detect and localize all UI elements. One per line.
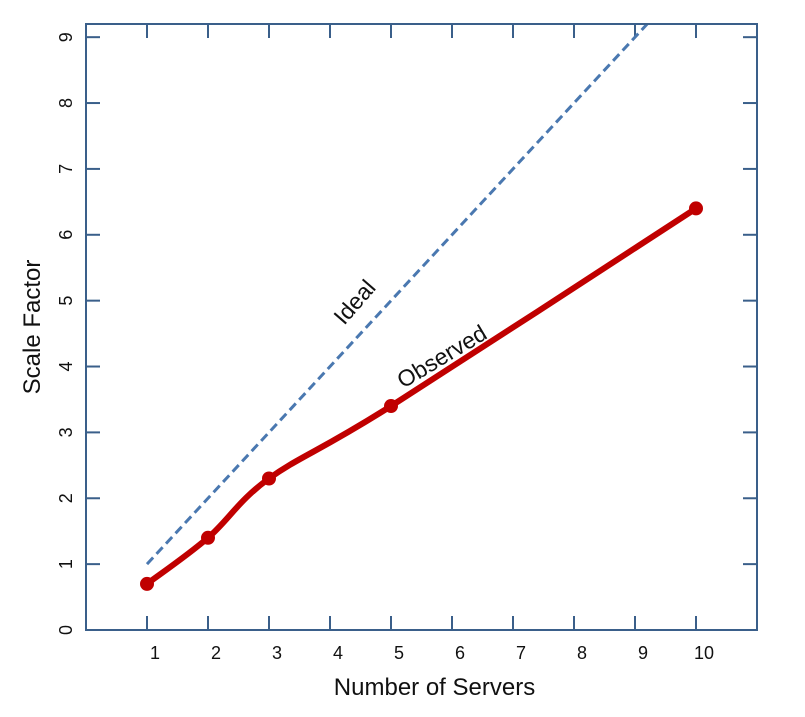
x-tick-label: 2 bbox=[211, 643, 221, 663]
y-tick-label: 9 bbox=[56, 32, 76, 42]
x-tick-label: 1 bbox=[150, 643, 160, 663]
y-axis-label: Scale Factor bbox=[19, 260, 46, 395]
observed-annotation: Observed bbox=[392, 320, 491, 394]
plot-series bbox=[140, 24, 703, 591]
observed-data-point bbox=[140, 576, 154, 591]
ideal-series-line bbox=[145, 24, 650, 566]
y-tick-label: 4 bbox=[56, 362, 76, 372]
y-tick-label: 3 bbox=[56, 427, 76, 437]
x-tick-labels: 1 2 3 4 5 6 7 8 9 10 bbox=[150, 643, 714, 663]
x-tick-label: 10 bbox=[694, 643, 714, 663]
y-tick-label: 5 bbox=[56, 296, 76, 306]
observed-data-point bbox=[262, 471, 276, 486]
x-tick-label: 4 bbox=[333, 643, 343, 663]
y-tick-label: 0 bbox=[56, 625, 76, 635]
y-tick-label: 2 bbox=[56, 493, 76, 503]
x-tick-label: 5 bbox=[394, 643, 404, 663]
x-tick-label: 6 bbox=[455, 643, 465, 663]
y-tick-label: 6 bbox=[56, 230, 76, 240]
x-tick-label: 7 bbox=[516, 643, 526, 663]
y-tick-label: 1 bbox=[56, 559, 76, 569]
x-tick-label: 3 bbox=[272, 643, 282, 663]
x-tick-label: 9 bbox=[638, 643, 648, 663]
x-tick-label: 8 bbox=[577, 643, 587, 663]
x-axis-label: Number of Servers bbox=[334, 674, 535, 701]
y-tick-label: 7 bbox=[56, 164, 76, 174]
observed-data-point bbox=[384, 399, 398, 414]
axis-ticks bbox=[86, 24, 757, 631]
y-tick-label: 8 bbox=[56, 98, 76, 108]
ideal-annotation: Ideal bbox=[328, 275, 380, 330]
observed-series-line bbox=[144, 205, 699, 587]
y-tick-labels: 0 1 2 3 4 5 6 7 8 9 bbox=[56, 32, 76, 635]
plot-frame bbox=[85, 23, 758, 631]
observed-data-point bbox=[201, 530, 215, 545]
observed-data-point bbox=[689, 201, 703, 216]
